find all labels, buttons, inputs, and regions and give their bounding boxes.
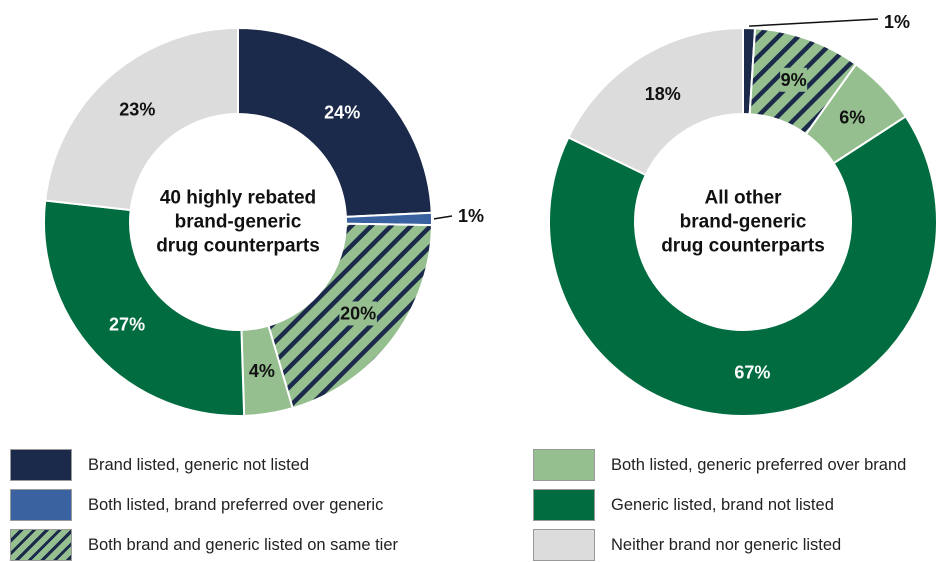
slice-neither	[567, 26, 744, 177]
legend-item-generic-preferred: Both listed, generic preferred over bran…	[533, 448, 906, 482]
slice-label-brand-preferred: 1%	[458, 206, 484, 226]
legend-label: Both listed, brand preferred over generi…	[88, 495, 384, 514]
slice-label-neither: 18%	[645, 84, 681, 104]
slice-brand-only	[237, 26, 433, 218]
slice-label-background	[339, 301, 377, 326]
legend-swatch-same-tier	[10, 529, 72, 561]
legend-item-brand-only: Brand listed, generic not listed	[10, 448, 309, 482]
callout-line	[749, 18, 879, 27]
callout-line	[433, 215, 453, 220]
slice-label-brand-only: 24%	[324, 103, 360, 123]
slice-neither	[44, 26, 239, 212]
legend-label: Both listed, generic preferred over bran…	[611, 455, 907, 474]
donut-chart-all-other: 1% 9% 6% 67% 18% All other brand-generic drug c…	[548, 12, 938, 417]
donut-chart-highly-rebated: 24% 1% 20% 4% 27% 23% 40 highly rebated brand-g…	[43, 26, 484, 417]
slice-label-generic-preferred: 6%	[839, 108, 865, 128]
slice-label-generic-only: 27%	[109, 314, 145, 334]
legend-label: Neither brand nor generic listed	[611, 535, 842, 554]
legend-item-same-tier: Both brand and generic listed on same ti…	[10, 528, 398, 562]
legend-item-brand-preferred: Both listed, brand preferred over generi…	[10, 488, 383, 522]
center-label-line: All other	[704, 188, 782, 209]
legend-item-neither: Neither brand nor generic listed	[533, 528, 841, 562]
legend-swatch-neither	[533, 529, 595, 561]
legend-swatch-brand-only	[10, 449, 72, 481]
center-label-line: drug counterparts	[156, 236, 320, 257]
legend-label: Generic listed, brand not listed	[611, 495, 834, 514]
legend-swatch-generic-only	[533, 489, 595, 521]
slice-label-same-tier: 20%	[340, 303, 376, 323]
center-label-line: brand-generic	[680, 212, 807, 233]
slice-label-brand-only: 1%	[884, 12, 910, 32]
slice-label-generic-preferred: 4%	[249, 361, 275, 381]
slice-label-generic-only: 67%	[734, 363, 770, 383]
center-label-line: brand-generic	[175, 212, 302, 233]
legend-label: Both brand and generic listed on same ti…	[88, 535, 399, 554]
legend-item-generic-only: Generic listed, brand not listed	[533, 488, 834, 522]
center-label-line: 40 highly rebated	[160, 188, 316, 209]
slice-generic-only	[548, 115, 938, 417]
donut-charts: 24% 1% 20% 4% 27% 23% 40 highly rebated brand-g…	[43, 12, 938, 417]
center-label-line: drug counterparts	[661, 236, 825, 257]
slice-generic-only	[43, 199, 246, 417]
legend-swatch-brand-preferred	[10, 489, 72, 521]
slice-label-same-tier: 9%	[781, 70, 807, 90]
legend-label: Brand listed, generic not listed	[88, 455, 310, 474]
slice-label-background	[780, 67, 808, 92]
legend-swatch-generic-preferred	[533, 449, 595, 481]
slice-label-neither: 23%	[119, 99, 155, 119]
